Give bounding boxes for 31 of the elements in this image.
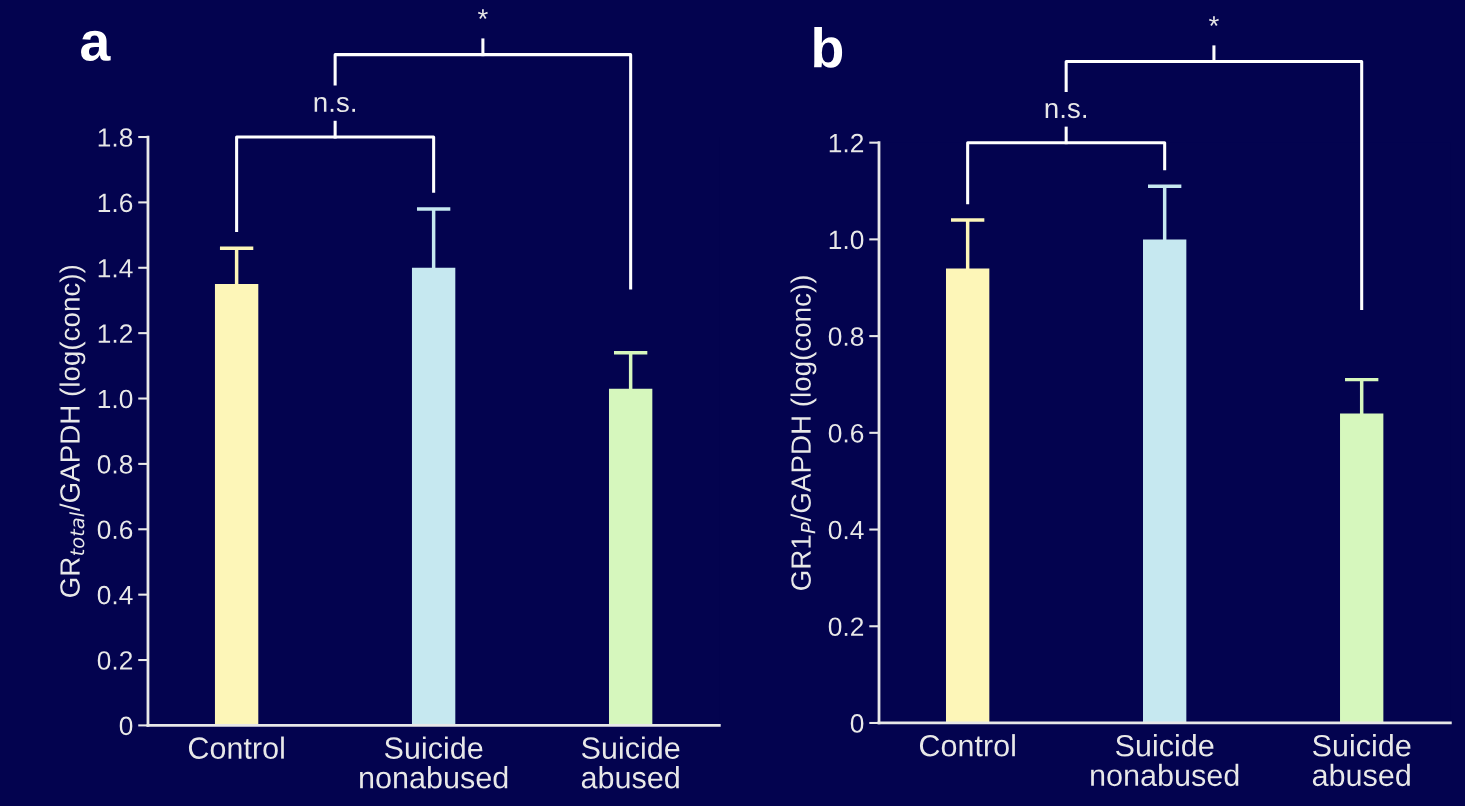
x-tick-label: Suicide abused (581, 736, 680, 789)
chart-title: a (81, 30, 111, 62)
text: n.s. (1045, 102, 1087, 119)
y-tick-label: 1.6 (98, 193, 133, 213)
y-tick-label: 0.6 (97, 520, 133, 540)
y-tick-label: 0 (850, 714, 864, 733)
x-tick-label: Suicide abused (1312, 734, 1411, 787)
text: * (1208, 16, 1219, 26)
x-tick-label: Control (919, 734, 1015, 757)
y-tick-label: 1.4 (98, 259, 133, 278)
y-axis-title: GR1$_{P}$/GAPDH (log(conc)) (790, 276, 817, 590)
y-tick-label: 0.2 (97, 651, 133, 670)
x-tick-label: Suicide nonabused (360, 736, 508, 789)
y-tick-label: 0.8 (828, 327, 864, 346)
y-tick-label: 0.4 (828, 520, 864, 540)
y-tick-label: 1.8 (98, 128, 133, 147)
y-tick-label: 0 (119, 716, 133, 736)
x-tick-label: Suicide nonabused (1091, 734, 1239, 787)
chart-title: b (814, 26, 843, 68)
y-axis-title: GR$_{total}$/GAPDH (log(conc)) (59, 265, 86, 597)
text: * (477, 9, 488, 19)
text: n.s. (314, 96, 355, 113)
y-tick-label: 1.0 (829, 230, 864, 250)
y-tick-label: 1.0 (98, 389, 133, 409)
y-tick-label: 1.2 (98, 324, 133, 343)
x-tick-label: Control (188, 736, 284, 759)
y-tick-label: 1.2 (829, 133, 864, 153)
y-tick-label: 0.2 (828, 617, 864, 637)
y-tick-label: 0.4 (97, 585, 133, 605)
y-tick-label: 0.6 (828, 423, 864, 443)
y-tick-label: 0.8 (97, 455, 133, 474)
